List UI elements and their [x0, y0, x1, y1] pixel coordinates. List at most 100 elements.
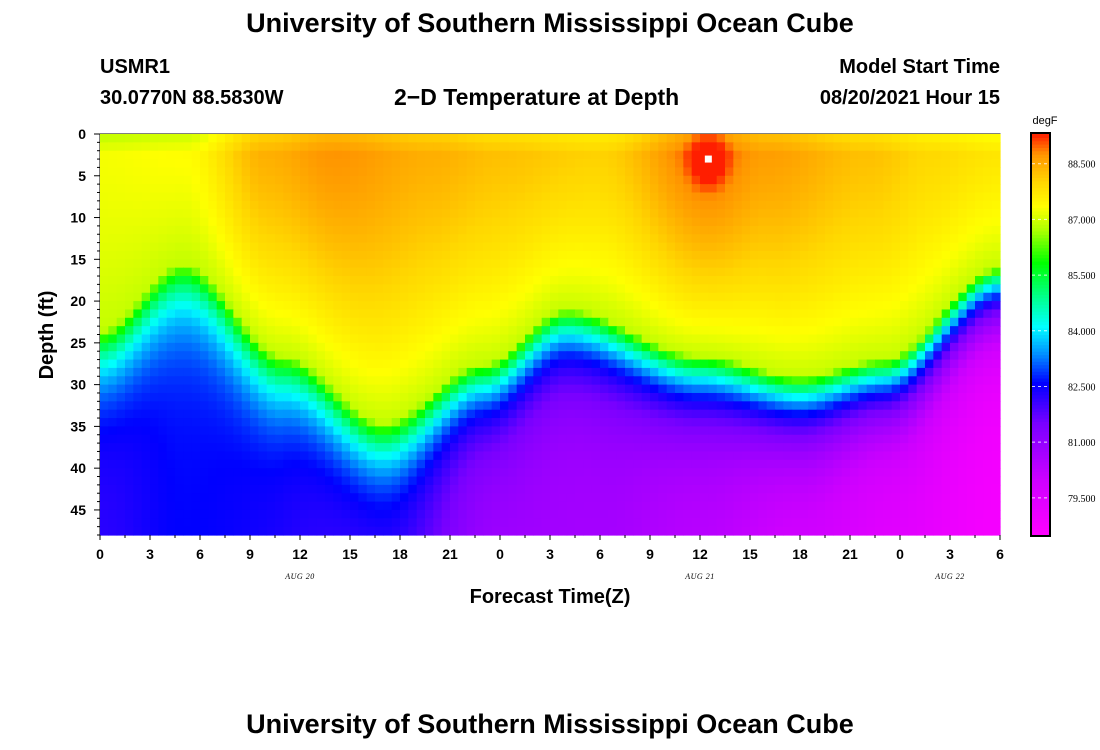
heatmap-cell [275, 150, 284, 160]
heatmap-cell [300, 509, 309, 519]
heatmap-cell [625, 451, 634, 461]
heatmap-cell [741, 359, 751, 369]
heatmap-cell [450, 468, 459, 478]
heatmap-cell [125, 493, 134, 503]
heatmap-cell [541, 326, 551, 336]
heatmap-cell [683, 401, 693, 411]
heatmap-cell [350, 434, 359, 444]
heatmap-cell [575, 317, 584, 327]
heatmap-cell [233, 484, 243, 494]
heatmap-cell [950, 301, 959, 311]
heatmap-cell [450, 426, 459, 436]
heatmap-cell [433, 359, 443, 369]
heatmap-cell [783, 259, 793, 269]
heatmap-cell [750, 509, 759, 519]
heatmap-cell [650, 501, 659, 511]
heatmap-cell [866, 317, 876, 327]
heatmap-cell [566, 468, 576, 478]
heatmap-cell [291, 418, 301, 427]
heatmap-cell [800, 509, 809, 519]
heatmap-cell [400, 326, 409, 336]
heatmap-cell [766, 309, 776, 319]
heatmap-cell [533, 309, 543, 319]
heatmap-cell [600, 401, 609, 411]
heatmap-cell [566, 326, 576, 336]
heatmap-cell [600, 342, 609, 352]
heatmap-cell [325, 401, 334, 411]
heatmap-cell [766, 476, 776, 486]
heatmap-cell [166, 326, 176, 336]
heatmap-cell [908, 184, 918, 194]
heatmap-cell [775, 284, 784, 294]
heatmap-cell [616, 384, 626, 394]
heatmap-cell [366, 342, 376, 352]
heatmap-cell [483, 334, 493, 344]
heatmap-cell [241, 509, 251, 519]
heatmap-cell [833, 250, 843, 260]
heatmap-cell [133, 367, 143, 377]
heatmap-cell [408, 459, 418, 469]
heatmap-cell [691, 342, 701, 352]
heatmap-cell [375, 468, 384, 478]
heatmap-cell [375, 501, 384, 511]
heatmap-cell [450, 159, 459, 169]
heatmap-cell [750, 409, 759, 419]
heatmap-cell [558, 392, 568, 402]
heatmap-cell [883, 451, 893, 461]
heatmap-cell [966, 184, 976, 194]
heatmap-cell [325, 192, 334, 202]
heatmap-cell [850, 443, 859, 453]
heatmap-cell [883, 443, 893, 453]
heatmap-cell [425, 326, 434, 336]
heatmap-cell [750, 259, 759, 269]
heatmap-cell [258, 276, 268, 285]
heatmap-cell [708, 484, 718, 494]
heatmap-cell [816, 234, 826, 244]
heatmap-cell [250, 493, 259, 503]
heatmap-cell [150, 401, 159, 411]
heatmap-cell [708, 242, 718, 252]
heatmap-cell [425, 217, 434, 227]
heatmap-cell [383, 175, 393, 185]
heatmap-cell [816, 476, 826, 486]
heatmap-cell [425, 359, 434, 369]
heatmap-cell [183, 209, 193, 219]
heatmap-cell [875, 359, 884, 369]
heatmap-cell [925, 259, 934, 269]
heatmap-cell [858, 367, 868, 377]
heatmap-cell [941, 501, 951, 511]
heatmap-cell [958, 392, 968, 402]
heatmap-cell [325, 267, 334, 277]
heatmap-cell [333, 259, 343, 269]
heatmap-cell [625, 367, 634, 377]
heatmap-cell [183, 409, 193, 419]
heatmap-cell [266, 276, 276, 285]
heatmap-cell [441, 409, 451, 419]
heatmap-cell [216, 259, 226, 269]
heatmap-cell [525, 342, 534, 352]
heatmap-cell [866, 200, 876, 210]
heatmap-cell [983, 501, 993, 511]
heatmap-cell [400, 359, 409, 369]
heatmap-cell [141, 418, 151, 427]
heatmap-cell [558, 426, 568, 436]
heatmap-cell [250, 284, 259, 294]
heatmap-cell [533, 184, 543, 194]
heatmap-cell [225, 309, 234, 319]
heatmap-cell [191, 476, 201, 486]
heatmap-cell [541, 259, 551, 269]
heatmap-cell [358, 250, 368, 260]
heatmap-cell [425, 284, 434, 294]
heatmap-cell [616, 200, 626, 210]
heatmap-cell [408, 159, 418, 169]
heatmap-cell [366, 192, 376, 202]
heatmap-cell [258, 501, 268, 511]
heatmap-cell [341, 134, 351, 143]
heatmap-cell [758, 484, 768, 494]
heatmap-cell [500, 342, 509, 352]
heatmap-cell [933, 376, 943, 386]
heatmap-cell [300, 459, 309, 469]
heatmap-cell [266, 384, 276, 394]
heatmap-cell [983, 384, 993, 394]
heatmap-cell [441, 167, 451, 177]
